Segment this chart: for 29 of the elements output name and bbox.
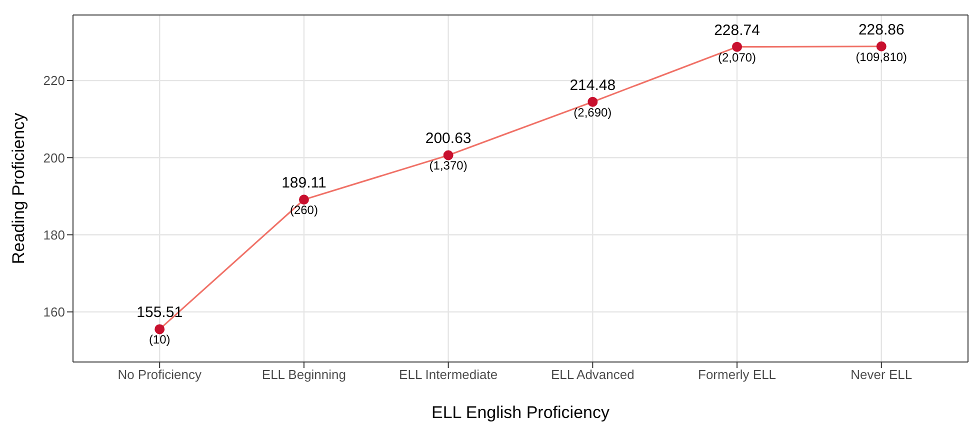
x-tick-label: No Proficiency xyxy=(118,367,202,382)
annotation: (260) xyxy=(290,203,318,218)
data-label: 189.11 xyxy=(282,174,326,192)
x-tick-label: ELL Beginning xyxy=(262,367,346,382)
annotation: (2,690) xyxy=(574,105,612,120)
point xyxy=(588,96,598,107)
x-tick-label: ELL Intermediate xyxy=(399,367,498,382)
y-axis-title: Reading Proficiency xyxy=(9,112,28,264)
point xyxy=(298,194,309,205)
point xyxy=(732,42,742,52)
data-label: 214.48 xyxy=(570,76,616,94)
y-tick-label: 200 xyxy=(43,150,65,166)
y-tick-label: 160 xyxy=(43,304,65,320)
x-tick-label: Never ELL xyxy=(850,367,912,382)
x-tick-label: ELL Advanced xyxy=(550,367,634,382)
y-tick-label: 220 xyxy=(43,73,65,88)
point xyxy=(154,324,165,334)
x-axis-title: ELL English Proficiency xyxy=(432,403,610,422)
annotation: (1,370) xyxy=(429,158,468,173)
point xyxy=(443,150,454,160)
data-label: 200.63 xyxy=(425,130,472,148)
data-label: 228.74 xyxy=(714,22,760,39)
point xyxy=(876,41,886,52)
annotation: (2,070) xyxy=(718,50,756,64)
data-label: 228.86 xyxy=(858,21,904,38)
y-tick-label: 180 xyxy=(43,227,65,242)
x-tick-label: Formerly ELL xyxy=(698,367,776,382)
annotation: (109,810) xyxy=(856,50,908,64)
annotation: (10) xyxy=(148,332,170,347)
